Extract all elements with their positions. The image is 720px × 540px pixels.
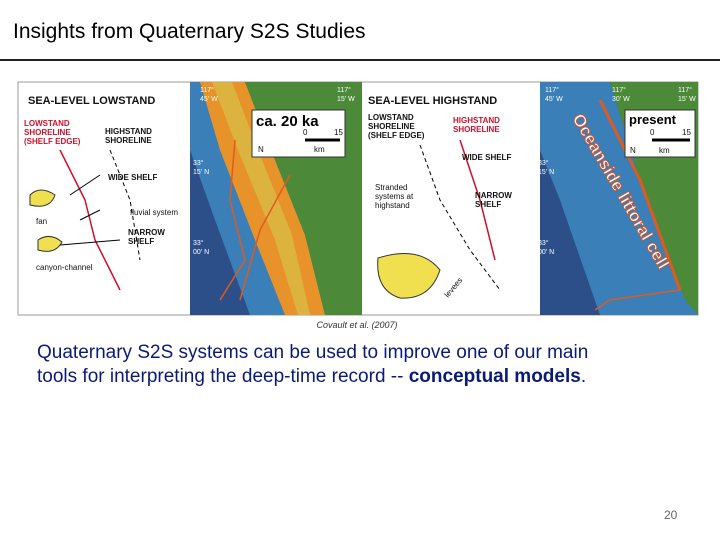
coord: 15' N [193, 169, 209, 176]
coord: 33° [538, 159, 549, 167]
scale-label: 15 [682, 128, 691, 137]
left-schematic [29, 149, 141, 291]
age: ca. 20 ka [256, 113, 319, 130]
label: highstand [375, 201, 410, 210]
panel-title: SEA-LEVEL HIGHSTAND [368, 95, 497, 107]
label: fluvial system [130, 208, 178, 217]
label: NARROW [475, 191, 512, 200]
coord: 117° [337, 86, 351, 94]
coord: 117° [678, 86, 692, 94]
label: fan [36, 217, 47, 226]
coord: 33° [193, 159, 204, 167]
body-text: Quaternary S2S systems can be used to im… [37, 341, 588, 389]
label: SHORELINE [105, 136, 152, 145]
label: canyon-channel [36, 263, 93, 272]
coord: 15' W [337, 96, 355, 103]
coord: 117° [612, 86, 626, 94]
label: SHORELINE [368, 122, 415, 131]
scale-label: 15 [334, 128, 343, 137]
coord: 45' W [200, 96, 218, 103]
coord: 15' W [678, 96, 696, 103]
label: SHORELINE [24, 128, 71, 137]
scale-label: 0 [650, 128, 655, 137]
page-number: 20 [664, 508, 678, 522]
right-map [540, 82, 698, 315]
panel-title: SEA-LEVEL LOWSTAND [28, 95, 155, 107]
slide-title: Insights from Quaternary S2S Studies [13, 20, 366, 43]
coord: 33° [193, 239, 204, 247]
right-schematic [377, 139, 501, 299]
label: (SHELF EDGE) [368, 131, 425, 140]
label: systems at [375, 192, 414, 201]
label: SHELF [128, 237, 154, 246]
coord: 00' N [193, 249, 209, 256]
north: N [630, 146, 636, 155]
coord: 45' W [545, 96, 563, 103]
left-map [190, 82, 362, 315]
coord: 117° [200, 86, 214, 94]
coord: 117° [545, 86, 559, 94]
label: Stranded [375, 183, 407, 192]
label: SHELF [475, 200, 501, 209]
coord: 00' N [538, 249, 554, 256]
label: HIGHSTAND [105, 127, 152, 136]
body-line: Quaternary S2S systems can be used to im… [37, 342, 589, 363]
label: HIGHSTAND [453, 116, 500, 125]
scale-label: km [314, 145, 325, 154]
scale-label: km [659, 146, 670, 155]
body-span: . [580, 366, 587, 387]
coord: 15' N [538, 169, 554, 176]
age: present [629, 112, 677, 127]
scale-label: 0 [303, 128, 308, 137]
label: LOWSTAND [24, 119, 70, 128]
coord: 33° [538, 239, 549, 247]
label: NARROW [128, 228, 165, 237]
coord: 30' W [612, 96, 630, 103]
figure-caption: Covault et al. (2007) [316, 320, 397, 330]
body-span: tools for interpreting the deep-time rec… [37, 366, 409, 387]
label: LOWSTAND [368, 113, 414, 122]
emphasis: conceptual models [408, 366, 581, 387]
label: (SHELF EDGE) [24, 137, 81, 146]
label: WIDE SHELF [108, 173, 157, 182]
title-rule [0, 59, 720, 61]
label: SHORELINE [453, 125, 500, 134]
figure: SEA-LEVEL LOWSTAND LOWSTAND SHORELINE (S… [17, 81, 699, 330]
north: N [258, 145, 264, 154]
label: WIDE SHELF [462, 153, 511, 162]
body-line: tools for interpreting the deep-time rec… [37, 365, 588, 389]
